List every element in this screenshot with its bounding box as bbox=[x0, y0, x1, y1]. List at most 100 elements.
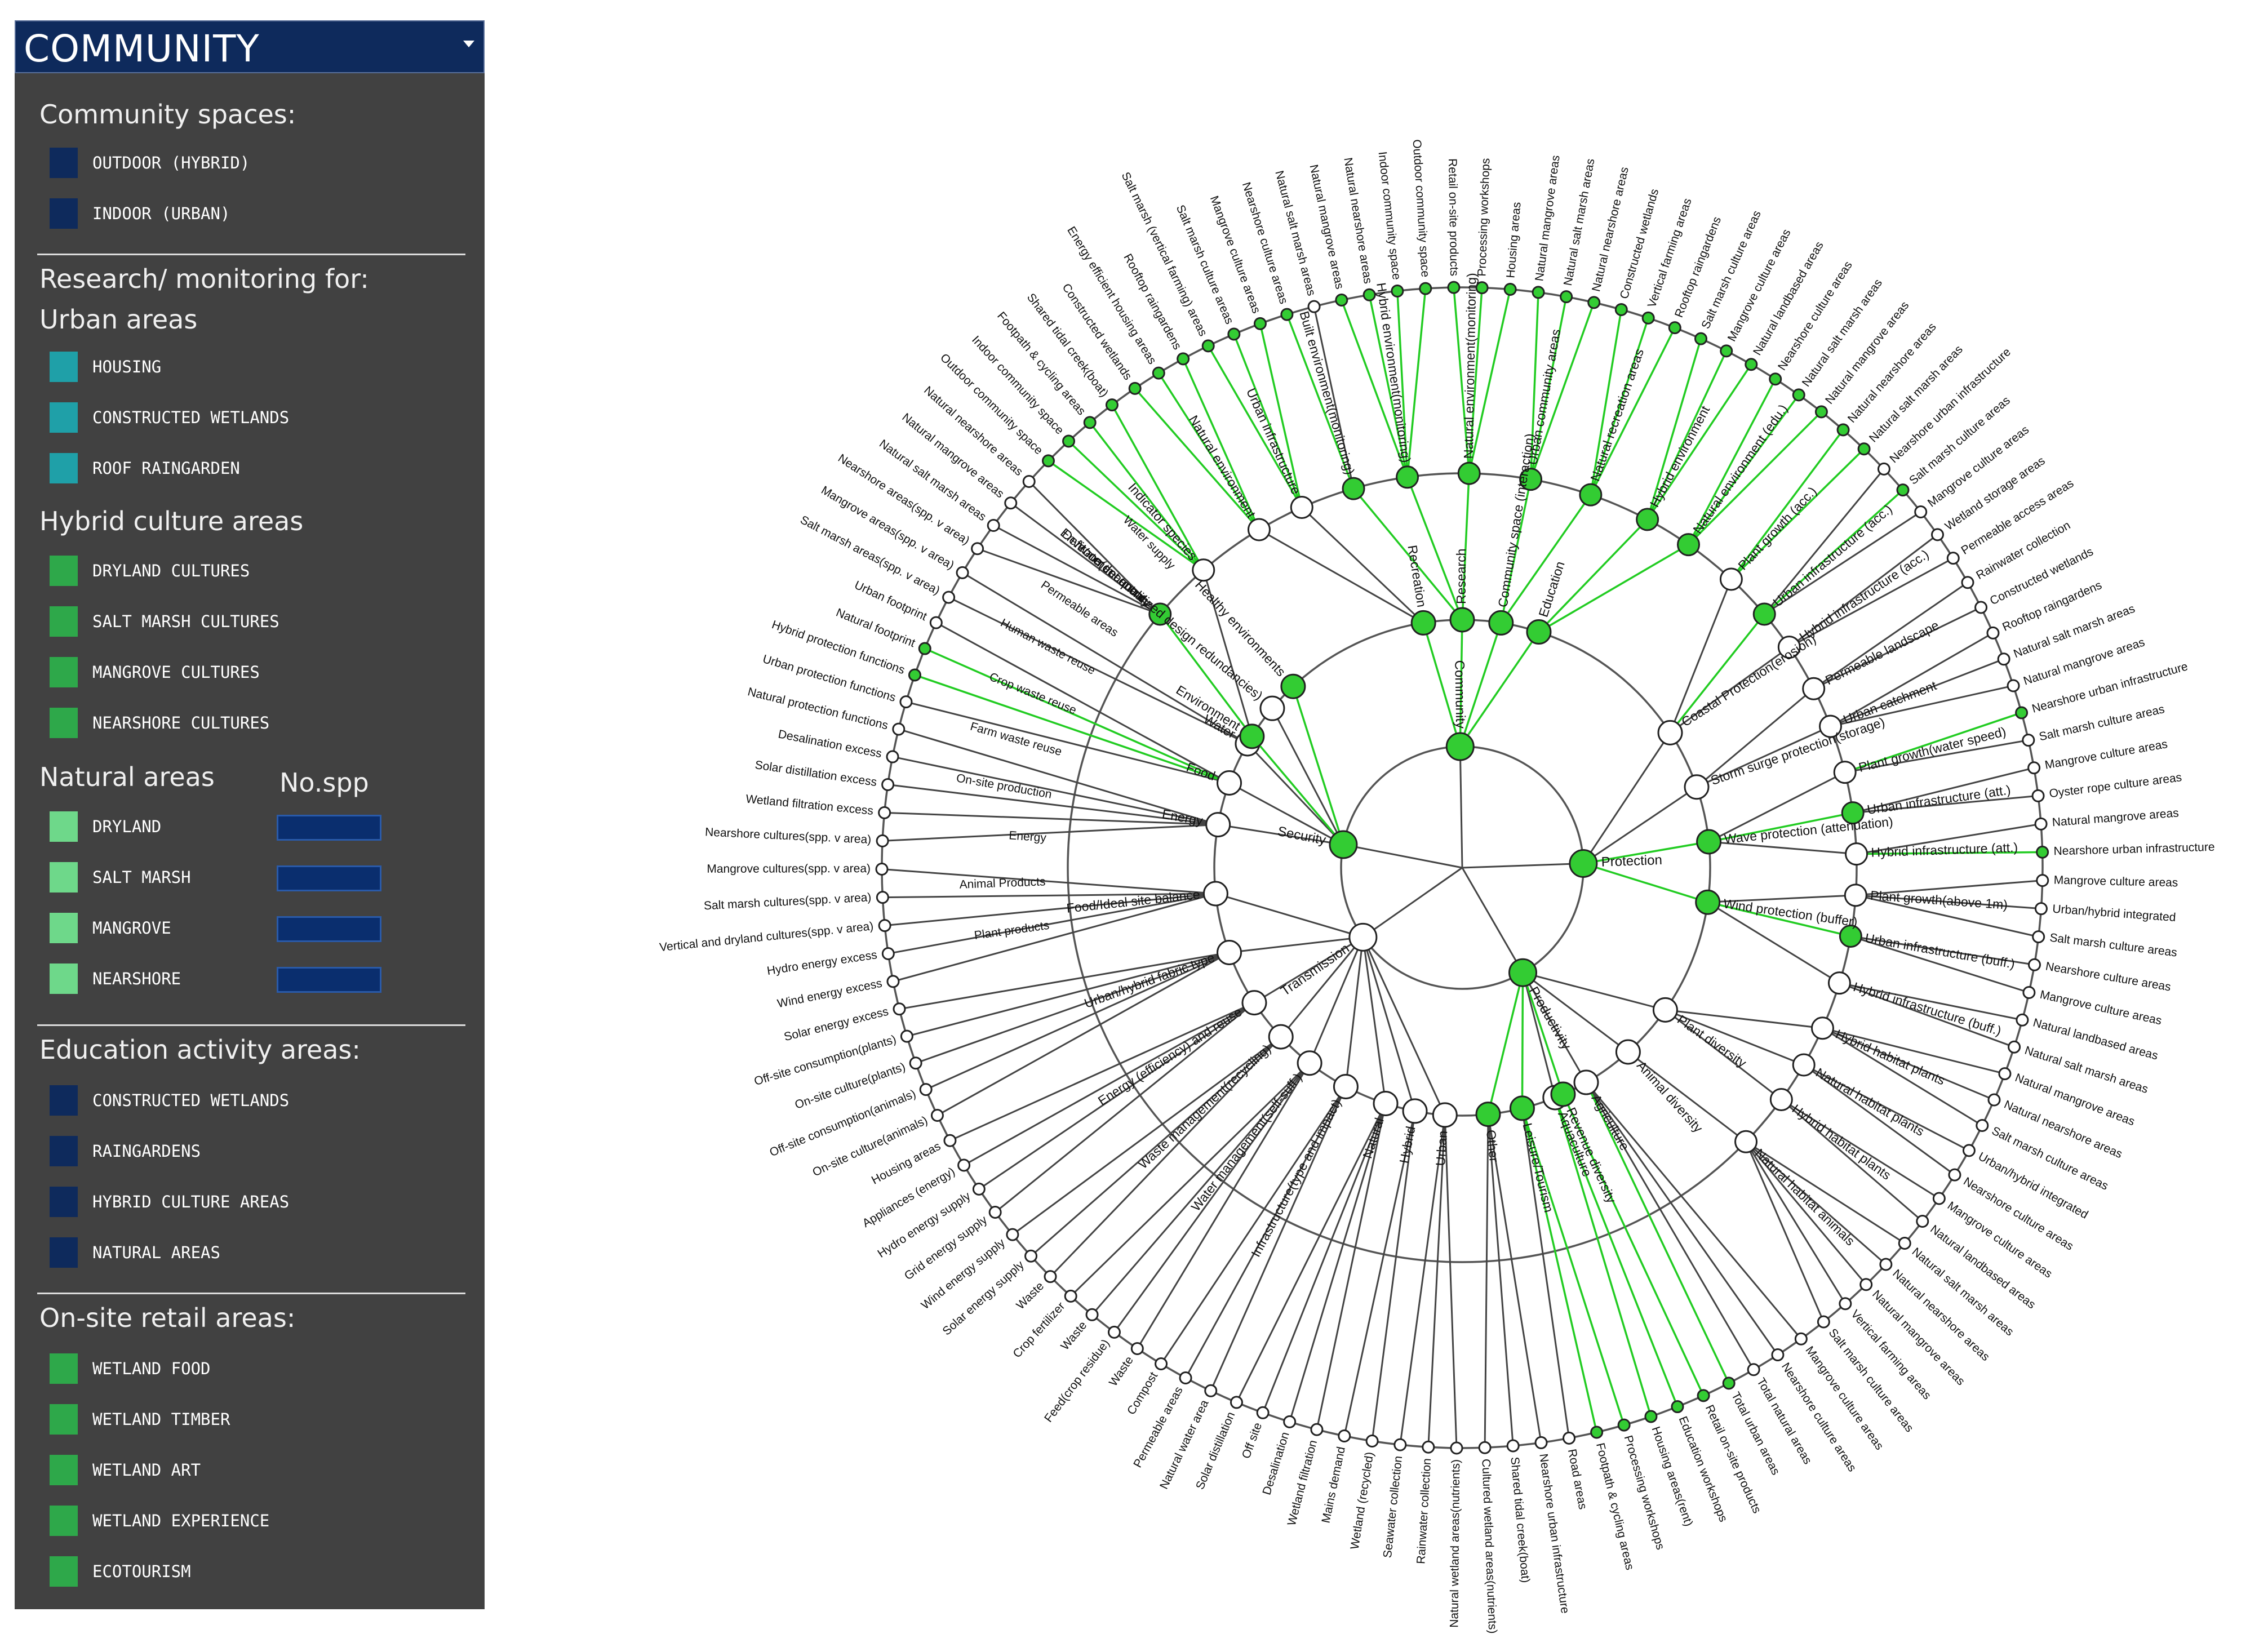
leaf-node[interactable] bbox=[2032, 930, 2045, 944]
leaf-node[interactable] bbox=[1722, 1377, 1736, 1390]
leaf-node[interactable] bbox=[1130, 1342, 1144, 1355]
level3-node[interactable] bbox=[1342, 477, 1365, 500]
level3-node[interactable] bbox=[1579, 483, 1603, 507]
leaf-node[interactable] bbox=[2022, 986, 2036, 1000]
level2-node[interactable] bbox=[1488, 610, 1514, 636]
leaf-node[interactable] bbox=[2034, 817, 2048, 831]
leaf-node[interactable] bbox=[1280, 308, 1294, 321]
leaf-node[interactable] bbox=[943, 1134, 957, 1147]
leaf-node[interactable] bbox=[1391, 284, 1404, 298]
leaf-node[interactable] bbox=[1668, 321, 1681, 335]
leaf-node[interactable] bbox=[929, 616, 943, 629]
leaf-node[interactable] bbox=[1006, 1228, 1019, 1241]
leaf-node[interactable] bbox=[1946, 552, 1960, 565]
leaf-node[interactable] bbox=[1085, 1308, 1099, 1321]
level2-node[interactable] bbox=[1526, 619, 1552, 645]
leaf-node[interactable] bbox=[900, 1029, 913, 1043]
leaf-node[interactable] bbox=[1393, 1438, 1407, 1451]
level3-node[interactable] bbox=[1247, 518, 1271, 541]
leaf-node[interactable] bbox=[1419, 282, 1432, 295]
leaf-node[interactable] bbox=[1817, 1315, 1830, 1329]
leaf-node[interactable] bbox=[1204, 1384, 1218, 1397]
leaf-node[interactable] bbox=[2008, 1040, 2021, 1054]
leaf-node[interactable] bbox=[1177, 352, 1190, 366]
level3-node[interactable] bbox=[1802, 677, 1826, 700]
leaf-node[interactable] bbox=[1041, 454, 1055, 468]
level1-node[interactable] bbox=[1508, 958, 1537, 987]
leaf-node[interactable] bbox=[1503, 283, 1517, 296]
level3-node[interactable] bbox=[1396, 465, 1419, 489]
leaf-node[interactable] bbox=[1227, 327, 1241, 341]
level1-node[interactable] bbox=[1329, 830, 1358, 859]
level1-node[interactable] bbox=[1569, 849, 1598, 878]
leaf-node[interactable] bbox=[2022, 734, 2035, 747]
level3-node[interactable] bbox=[1752, 602, 1776, 626]
leaf-node[interactable] bbox=[2015, 706, 2029, 720]
leaf-node[interactable] bbox=[1534, 1436, 1548, 1449]
level3-node[interactable] bbox=[1769, 1087, 1793, 1111]
leaf-node[interactable] bbox=[971, 542, 984, 556]
leaf-node[interactable] bbox=[1998, 1067, 2012, 1081]
level3-node[interactable] bbox=[1792, 1053, 1816, 1077]
leaf-node[interactable] bbox=[881, 778, 895, 792]
leaf-node[interactable] bbox=[1152, 366, 1165, 380]
leaf-node[interactable] bbox=[1769, 372, 1782, 386]
level3-node[interactable] bbox=[1677, 533, 1701, 557]
leaf-node[interactable] bbox=[1587, 296, 1601, 309]
leaf-node[interactable] bbox=[1064, 1289, 1077, 1303]
leaf-node[interactable] bbox=[1478, 1441, 1492, 1454]
level2-node[interactable] bbox=[1373, 1090, 1399, 1116]
leaf-node[interactable] bbox=[1335, 294, 1348, 307]
leaf-node[interactable] bbox=[892, 722, 906, 736]
level2-node[interactable] bbox=[1241, 990, 1267, 1016]
leaf-node[interactable] bbox=[1422, 1440, 1435, 1454]
level3-node[interactable] bbox=[1290, 496, 1313, 519]
level1-node[interactable] bbox=[1348, 922, 1378, 952]
leaf-node[interactable] bbox=[1532, 286, 1545, 299]
level2-node[interactable] bbox=[1297, 1050, 1322, 1076]
level3-node[interactable] bbox=[1719, 567, 1743, 591]
level3-node[interactable] bbox=[1833, 761, 1857, 784]
leaf-node[interactable] bbox=[1839, 1297, 1852, 1311]
level2-node[interactable] bbox=[1573, 1069, 1599, 1095]
panel-header-dropdown[interactable]: COMMUNITY bbox=[15, 20, 485, 73]
spp-input[interactable] bbox=[277, 865, 381, 891]
leaf-node[interactable] bbox=[881, 947, 895, 960]
leaf-node[interactable] bbox=[878, 919, 891, 933]
leaf-node[interactable] bbox=[2007, 679, 2020, 692]
leaf-node[interactable] bbox=[1256, 1406, 1270, 1419]
leaf-node[interactable] bbox=[1932, 1192, 1946, 1205]
leaf-node[interactable] bbox=[1563, 1431, 1576, 1445]
leaf-node[interactable] bbox=[956, 566, 969, 579]
leaf-node[interactable] bbox=[1948, 1168, 1961, 1182]
level2-node[interactable] bbox=[1652, 997, 1678, 1023]
level2-node[interactable] bbox=[1696, 829, 1722, 855]
leaf-node[interactable] bbox=[908, 668, 921, 682]
leaf-node[interactable] bbox=[1614, 303, 1628, 316]
leaf-node[interactable] bbox=[1898, 1237, 1911, 1250]
level3-node[interactable] bbox=[1734, 1130, 1758, 1153]
level2-node[interactable] bbox=[1333, 1073, 1359, 1099]
level2-node[interactable] bbox=[1280, 673, 1306, 699]
level2-node[interactable] bbox=[1402, 1098, 1428, 1124]
leaf-node[interactable] bbox=[876, 891, 889, 904]
leaf-node[interactable] bbox=[2031, 789, 2045, 802]
leaf-node[interactable] bbox=[1771, 1348, 1785, 1362]
spp-input[interactable] bbox=[277, 916, 381, 942]
level2-node[interactable] bbox=[1475, 1102, 1501, 1127]
leaf-node[interactable] bbox=[1062, 434, 1076, 448]
leaf-node[interactable] bbox=[930, 1108, 944, 1122]
leaf-node[interactable] bbox=[1506, 1439, 1520, 1453]
level2-node[interactable] bbox=[1509, 1095, 1535, 1121]
leaf-node[interactable] bbox=[1201, 339, 1215, 353]
level2-node[interactable] bbox=[1239, 723, 1265, 749]
leaf-node[interactable] bbox=[2016, 1013, 2029, 1027]
leaf-node[interactable] bbox=[1362, 288, 1376, 301]
level2-node[interactable] bbox=[1202, 881, 1228, 907]
leaf-node[interactable] bbox=[1857, 442, 1871, 456]
leaf-node[interactable] bbox=[1283, 1415, 1297, 1428]
leaf-node[interactable] bbox=[1930, 528, 1944, 541]
level1-node[interactable] bbox=[1445, 732, 1475, 761]
leaf-node[interactable] bbox=[1694, 332, 1708, 345]
leaf-node[interactable] bbox=[909, 1056, 922, 1070]
